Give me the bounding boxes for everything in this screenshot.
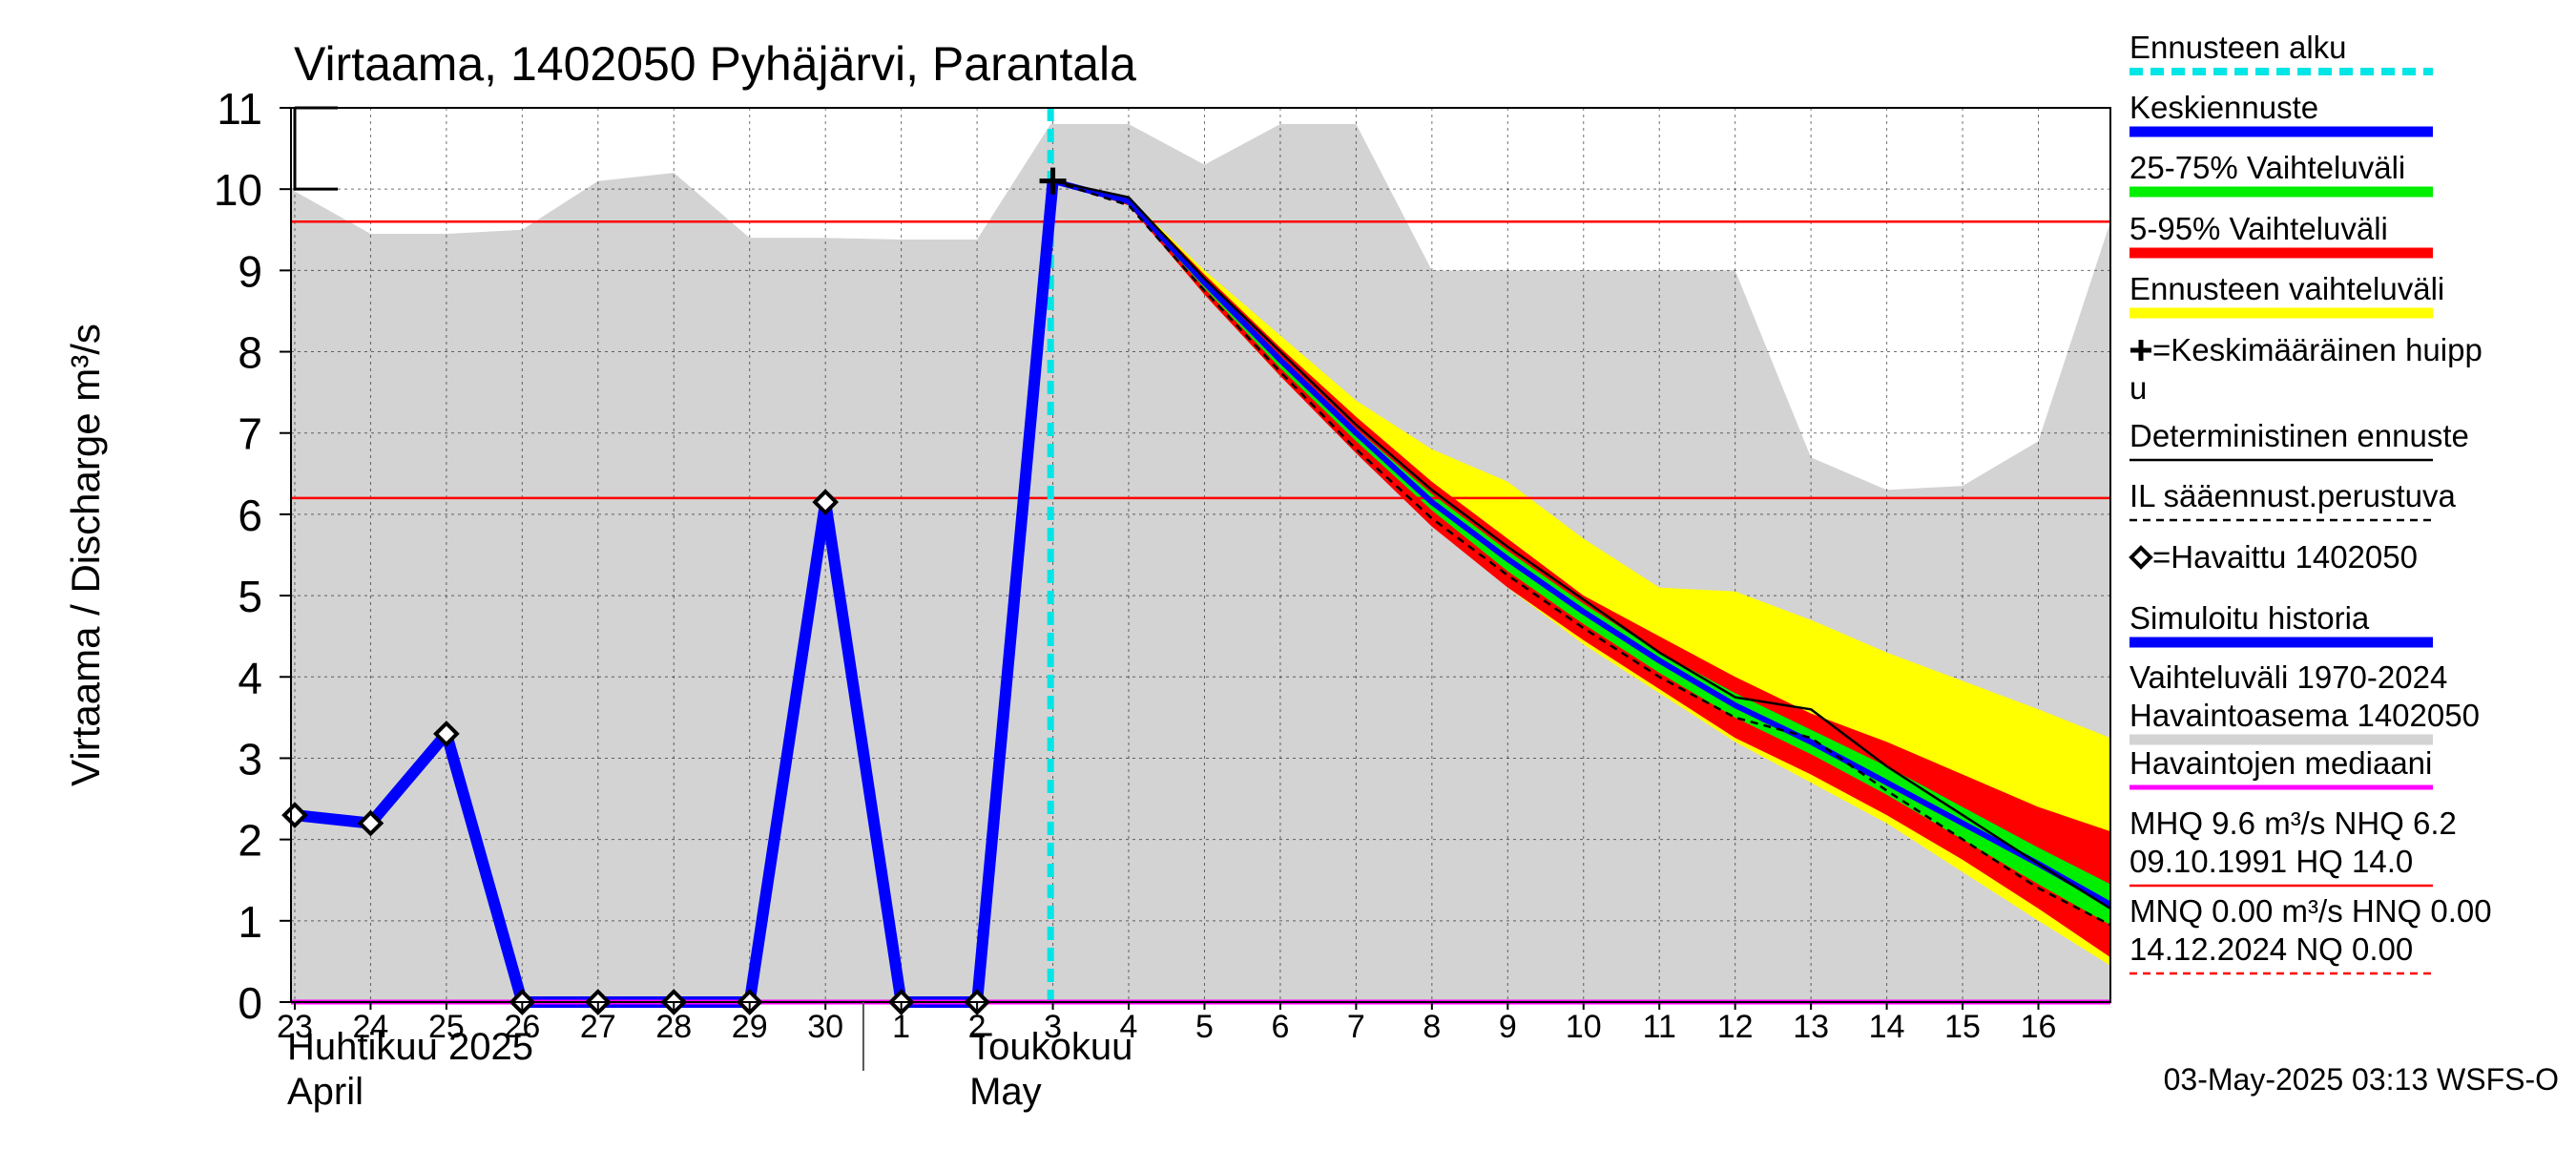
legend-label: Ennusteen alku — [2129, 30, 2347, 65]
x-tick-label: 26 — [504, 1009, 540, 1045]
x-tick-label: 30 — [807, 1009, 843, 1045]
y-tick-label: 10 — [214, 165, 262, 215]
y-tick-label: 6 — [238, 491, 262, 540]
legend: Ennusteen alku Keskiennuste 25-75% Vaihtel… — [2129, 30, 2492, 975]
x-tick-label: 8 — [1423, 1009, 1441, 1045]
observed-point — [281, 802, 308, 828]
x-tick-label: 5 — [1195, 1009, 1214, 1045]
x-tick-label: 27 — [580, 1009, 616, 1045]
legend-label: Simuloitu historia — [2129, 600, 2370, 636]
y-axis-label: Virtaama / Discharge m³/s — [63, 324, 108, 786]
plot-area — [281, 106, 2110, 1015]
legend-label-secondary: 14.12.2024 NQ 0.00 — [2129, 931, 2413, 967]
x-tick-label: 3 — [1044, 1009, 1062, 1045]
legend-entry-simulated: Simuloitu historia — [2129, 600, 2433, 648]
legend-label: Keskiennuste — [2129, 90, 2318, 125]
y-tick-label: 1 — [238, 897, 262, 947]
x-tick-label: 12 — [1717, 1009, 1754, 1045]
y-tick-label: 8 — [238, 328, 262, 378]
legend-entry-forecast_start: Ennusteen alku — [2129, 30, 2433, 75]
x-tick-label: 29 — [732, 1009, 768, 1045]
mean-forecast-line — [1051, 178, 2110, 908]
il-forecast-line — [1052, 179, 2110, 927]
range-25-75-band — [1052, 180, 2110, 926]
x-tick-label: 13 — [1793, 1009, 1829, 1045]
y-tick-label: 4 — [238, 653, 262, 702]
x-tick-label: 24 — [353, 1009, 389, 1045]
legend-entry-forecast_range: Ennusteen vaihteluväli — [2129, 271, 2444, 319]
legend-label-secondary: 09.10.1991 HQ 14.0 — [2129, 844, 2413, 879]
y-tick-label: 7 — [238, 409, 262, 459]
legend-label: =Havaittu 1402050 — [2152, 539, 2418, 575]
legend-label: =Keskimääräinen huipp — [2152, 332, 2483, 367]
month-label-fi: Toukokuu — [969, 1026, 1132, 1068]
observed-point — [357, 809, 384, 837]
y-tick-label: 0 — [238, 978, 262, 1028]
legend-entry-hist_range: Vaihteluväli 1970-2024 Havaintoasema 140… — [2129, 659, 2480, 745]
mean-peak-marker — [1039, 167, 1067, 195]
x-tick-label: 15 — [1944, 1009, 1981, 1045]
legend-label: Ennusteen vaihteluväli — [2129, 271, 2444, 306]
x-tick-label: 9 — [1499, 1009, 1517, 1045]
x-tick-label: 4 — [1120, 1009, 1138, 1045]
chart-title: Virtaama, 1402050 Pyhäjärvi, Parantala — [294, 37, 1136, 91]
footer-timestamp: 03-May-2025 03:13 WSFS-O — [2164, 1062, 2559, 1097]
x-tick-label: 2 — [968, 1009, 987, 1045]
x-tick-label: 1 — [892, 1009, 910, 1045]
x-tick-label: 11 — [1643, 1009, 1676, 1045]
legend-entry-median: Havaintojen mediaani — [2129, 745, 2433, 790]
legend-entry-range_25_75: 25-75% Vaihteluväli — [2129, 150, 2433, 198]
x-tick-label: 10 — [1566, 1009, 1602, 1045]
observed-point — [433, 721, 460, 747]
legend-label: Deterministinen ennuste — [2129, 418, 2469, 453]
legend-label: 5-95% Vaihteluväli — [2129, 211, 2388, 246]
legend-entry-range_5_95: 5-95% Vaihteluväli — [2129, 211, 2433, 259]
y-tick-label: 11 — [217, 84, 262, 134]
x-tick-label: 6 — [1271, 1009, 1289, 1045]
month-label-fi: Huhtikuu 2025 — [287, 1026, 533, 1068]
legend-label: IL sääennust.perustuva — [2129, 478, 2456, 513]
legend-mean-peak-icon — [2130, 340, 2151, 361]
plot-frame — [290, 107, 2111, 1003]
legend-label: 25-75% Vaihteluväli — [2129, 150, 2405, 185]
legend-label: MHQ 9.6 m³/s NHQ 6.2 — [2129, 805, 2457, 841]
y-tick-label: 3 — [238, 734, 262, 784]
legend-label-secondary: Havaintoasema 1402050 — [2129, 698, 2480, 733]
legend-entry-mean_forecast: Keskiennuste — [2129, 90, 2433, 137]
plot-clip-group — [291, 108, 2110, 1008]
x-tick-label: 7 — [1347, 1009, 1365, 1045]
legend-entry-mhq: MHQ 9.6 m³/s NHQ 6.209.10.1991 HQ 14.0 — [2129, 805, 2457, 888]
legend-entry-il_forecast: IL sääennust.perustuva — [2129, 478, 2456, 522]
y-tick-label: 2 — [238, 816, 262, 866]
legend-entry-deterministic: Deterministinen ennuste — [2129, 418, 2469, 462]
observed-point — [812, 489, 840, 515]
y-tick-label: 9 — [238, 246, 262, 296]
x-tick-label: 23 — [277, 1009, 313, 1045]
month-label-en: May — [969, 1071, 1042, 1113]
legend-label-secondary: u — [2129, 370, 2147, 406]
legend-entry-observed: =Havaittu 1402050 — [2129, 539, 2418, 575]
x-tick-label: 16 — [2021, 1009, 2057, 1045]
month-label-en: April — [287, 1071, 364, 1113]
x-tick-label: 25 — [428, 1009, 465, 1045]
legend-label: MNQ 0.00 m³/s HNQ 0.00 — [2129, 893, 2492, 929]
deterministic-forecast-line — [1052, 179, 2110, 910]
y-tick-label: 5 — [238, 572, 262, 621]
x-tick-label: 28 — [655, 1009, 692, 1045]
legend-label: Vaihteluväli 1970-2024 — [2129, 659, 2447, 695]
historical-range-band — [291, 124, 2110, 1002]
x-tick-label: 14 — [1869, 1009, 1905, 1045]
legend-label: Havaintojen mediaani — [2129, 745, 2432, 781]
legend-observed-icon — [2129, 545, 2153, 570]
